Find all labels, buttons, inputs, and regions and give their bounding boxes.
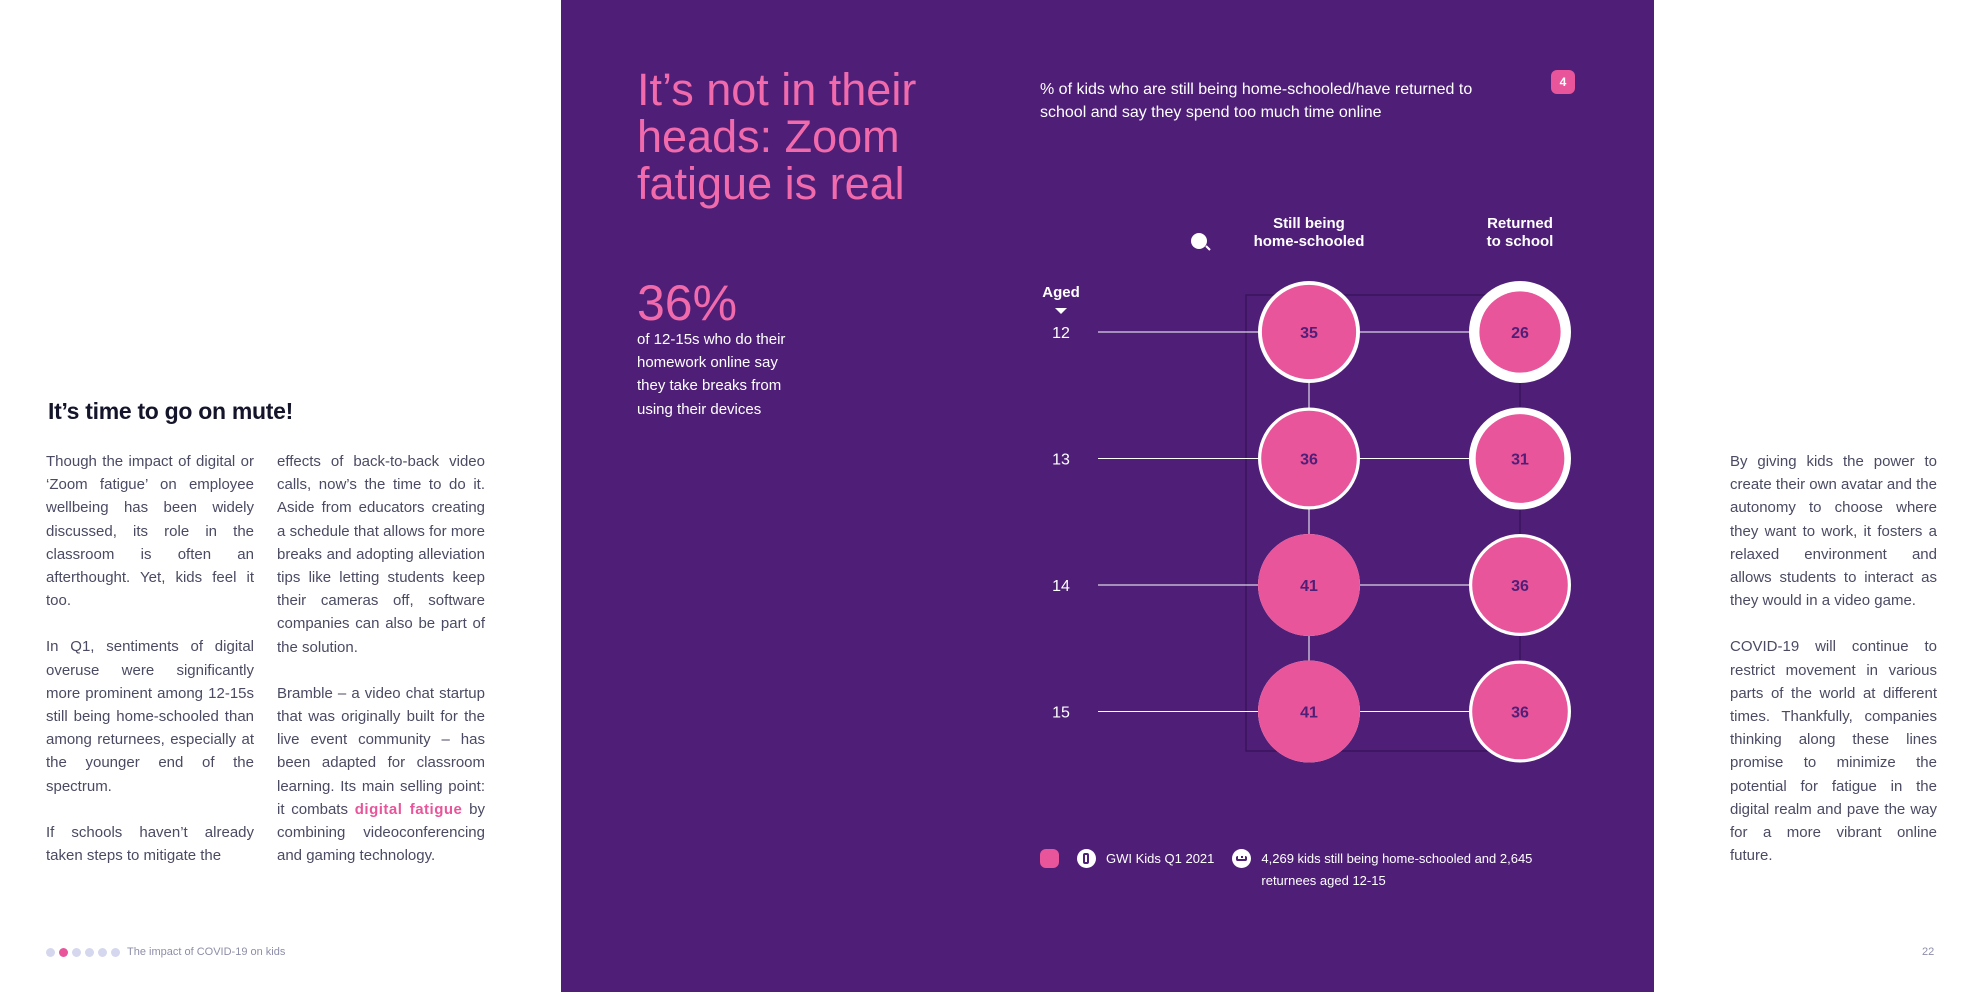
- stat-description: of 12-15s who do their homework online s…: [637, 331, 786, 418]
- panel-title: It’s not in their heads: Zoom fatigue is…: [637, 64, 917, 209]
- chart-legend: GWI Kids Q1 2021 4,269 kids still being …: [1040, 848, 1551, 892]
- legend-marker: [1040, 849, 1059, 868]
- body-column-1: Though the impact of digital or ‘Zoom fa…: [46, 450, 254, 890]
- paragraph: COVID-19 will continue to restrict movem…: [1730, 638, 1937, 865]
- bubble-value-label: 41: [1300, 578, 1318, 595]
- legend-sample: 4,269 kids still being home-schooled and…: [1261, 851, 1533, 888]
- caret-down-icon: [1055, 308, 1067, 314]
- source-icon: [1077, 849, 1096, 868]
- progress-dot: [111, 948, 120, 957]
- left-page: It’s time to go on mute! Though the impa…: [0, 0, 561, 992]
- row-label-age: 14: [1052, 578, 1070, 595]
- paragraph: Though the impact of digital or ‘Zoom fa…: [46, 453, 254, 610]
- progress-dot: [85, 948, 94, 957]
- bubble: [1261, 284, 1357, 380]
- body-column-2: effects of back-to-back video calls, now…: [277, 450, 485, 890]
- chart-number-badge: 4: [1551, 70, 1575, 94]
- bubble: [1258, 660, 1360, 763]
- progress-dot: [72, 948, 81, 957]
- column-header: home-schooled: [1254, 233, 1365, 250]
- paragraph: Bramble – a video chat startup that was …: [277, 682, 485, 868]
- bubble-value-label: 26: [1511, 325, 1529, 342]
- bubble: [1479, 291, 1561, 373]
- legend-source: GWI Kids Q1 2021: [1106, 851, 1215, 866]
- bubble-value-label: 36: [1511, 578, 1529, 595]
- bubble: [1261, 410, 1357, 507]
- column-header: Returned: [1487, 215, 1553, 232]
- paragraph: If schools haven’t already taken steps t…: [46, 823, 254, 865]
- footer-report-title: The impact of COVID-19 on kids: [127, 946, 286, 958]
- right-body-column: By giving kids the power to create their…: [1730, 450, 1937, 890]
- filter-icon-tail: [1205, 245, 1211, 251]
- digital-fatigue-link[interactable]: digital fatigue: [354, 800, 463, 818]
- chart-panel: It’s not in their heads: Zoom fatigue is…: [561, 0, 1654, 992]
- bubble: [1475, 414, 1565, 503]
- filter-icon: [1191, 233, 1207, 249]
- row-label-age: 15: [1052, 705, 1070, 722]
- bubble-value-label: 35: [1300, 325, 1318, 342]
- column-header: to school: [1487, 233, 1554, 250]
- paragraph-text: Bramble – a video chat startup that was …: [277, 684, 485, 818]
- bubble-value-label: 31: [1511, 452, 1529, 469]
- bubble: [1472, 537, 1568, 633]
- bubble: [1472, 663, 1568, 760]
- row-label-age: 12: [1052, 325, 1070, 342]
- page-number: 22: [1922, 946, 1935, 958]
- row-header-aged: Aged: [1042, 284, 1080, 301]
- stat-value: 36%: [637, 275, 738, 331]
- progress-dot: [46, 948, 55, 957]
- bubble-value-label: 36: [1511, 705, 1529, 722]
- paragraph-text: by combining videoconferencing and gamin…: [277, 800, 486, 865]
- page-progress-dots: [46, 948, 120, 957]
- chart-frame: [1245, 294, 1521, 752]
- progress-dot-active: [59, 948, 68, 957]
- paragraph: By giving kids the power to create their…: [1730, 453, 1937, 610]
- column-header: Still being: [1273, 215, 1345, 232]
- bubble-value-label: 36: [1300, 452, 1318, 469]
- paragraph: effects of back-to-back video calls, now…: [277, 453, 485, 656]
- section-heading: It’s time to go on mute!: [48, 398, 293, 424]
- bubble-value-label: 41: [1300, 705, 1318, 722]
- bubble: [1258, 534, 1360, 636]
- progress-dot: [98, 948, 107, 957]
- paragraph: In Q1, sentiments of digital overuse wer…: [46, 638, 254, 795]
- chart-title: % of kids who are still being home-schoo…: [1040, 81, 1473, 121]
- row-label-age: 13: [1052, 452, 1070, 469]
- sample-icon: [1232, 849, 1252, 868]
